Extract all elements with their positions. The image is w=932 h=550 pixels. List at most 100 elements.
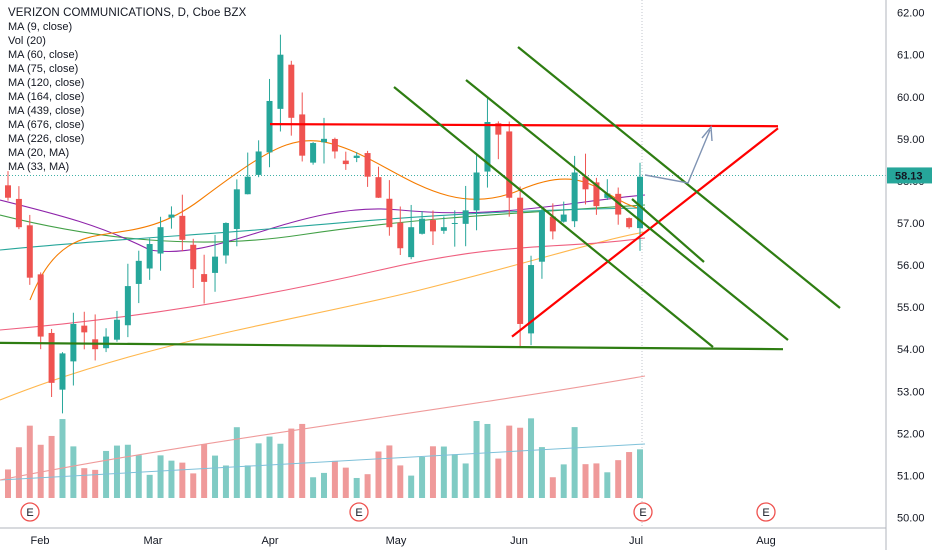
price-tick-label: 62.00 bbox=[897, 8, 925, 20]
price-tick-label: 60.00 bbox=[897, 92, 925, 104]
candle-body bbox=[626, 218, 633, 228]
candle-body bbox=[157, 227, 164, 254]
volume-bar bbox=[582, 464, 589, 498]
volume-bar bbox=[571, 427, 578, 498]
volume-bar bbox=[233, 427, 240, 498]
candle-body bbox=[37, 274, 44, 337]
price-tick-label: 50.00 bbox=[897, 512, 925, 524]
time-tick-label: Aug bbox=[756, 535, 776, 547]
legend-item[interactable]: Vol (20) bbox=[8, 35, 46, 47]
earnings-marker[interactable]: E bbox=[633, 502, 653, 522]
time-tick-label: Feb bbox=[31, 535, 50, 547]
candle-body bbox=[26, 225, 33, 278]
volume-bar bbox=[113, 445, 120, 498]
price-axis[interactable]: 50.00 51.00 52.00 53.00 54.00 55.00 56.00 57.00… bbox=[885, 0, 932, 550]
volume-bar bbox=[321, 472, 327, 498]
time-tick-label: Jun bbox=[510, 535, 528, 547]
candle-body bbox=[321, 138, 327, 143]
time-tick-label: Jul bbox=[629, 535, 643, 547]
candle-body bbox=[299, 114, 306, 156]
resistance-line bbox=[269, 123, 779, 128]
legend-item[interactable]: MA (9, close) bbox=[8, 21, 73, 33]
legend-item[interactable]: MA (120, close) bbox=[8, 77, 85, 89]
candle-body bbox=[15, 198, 22, 228]
volume-bar bbox=[408, 475, 415, 498]
channel-line-1 bbox=[393, 86, 714, 348]
legend-item[interactable]: MA (60, close) bbox=[8, 49, 79, 61]
volume-bar bbox=[560, 464, 567, 498]
legend-item[interactable]: MA (20, MA) bbox=[8, 147, 70, 159]
earnings-marker-label: E bbox=[26, 507, 33, 519]
earnings-marker[interactable]: E bbox=[349, 502, 369, 522]
volume-bar bbox=[81, 468, 88, 498]
volume-bar bbox=[626, 452, 633, 498]
volume-bar bbox=[222, 465, 229, 498]
price-tick-label: 52.00 bbox=[897, 428, 925, 440]
candle-body bbox=[560, 214, 567, 222]
candle-body bbox=[386, 198, 393, 228]
candle-body bbox=[168, 214, 175, 218]
earnings-marker-circle bbox=[349, 502, 369, 522]
candle-body bbox=[5, 185, 11, 198]
candle-body bbox=[310, 143, 317, 163]
earnings-marker[interactable]: E bbox=[756, 502, 776, 522]
candle-body bbox=[124, 286, 131, 326]
price-tick-label: 51.00 bbox=[897, 470, 925, 482]
time-tick-label: Apr bbox=[261, 535, 278, 547]
volume-bar bbox=[517, 427, 524, 498]
volume-bar bbox=[157, 455, 164, 498]
earnings-marker-circle bbox=[756, 502, 776, 522]
rising-support-line bbox=[511, 127, 779, 338]
legend-item[interactable]: MA (164, close) bbox=[8, 91, 85, 103]
time-tick-label: May bbox=[386, 535, 407, 547]
candle-body bbox=[506, 131, 513, 198]
volume-bar bbox=[637, 449, 643, 498]
candle-body bbox=[495, 123, 502, 135]
volume-bar bbox=[538, 447, 545, 498]
candle-body bbox=[212, 256, 219, 273]
volume-bar bbox=[331, 460, 338, 498]
legend-item[interactable]: MA (676, close) bbox=[8, 119, 85, 131]
candle-body bbox=[233, 189, 240, 229]
legend-title[interactable]: VERIZON COMMUNICATIONS, D, Cboe BZX bbox=[8, 7, 247, 19]
candle-body bbox=[549, 216, 556, 232]
earnings-marker-label: E bbox=[355, 507, 362, 519]
volume-bar bbox=[15, 447, 22, 498]
price-tick-label: 53.00 bbox=[897, 386, 925, 398]
volume-bar bbox=[604, 472, 611, 498]
legend-item[interactable]: MA (226, close) bbox=[8, 133, 85, 145]
earnings-marker-label: E bbox=[639, 507, 646, 519]
price-tick-label: 55.00 bbox=[897, 302, 925, 314]
channel-line-3 bbox=[517, 46, 841, 309]
last-price-badge[interactable] bbox=[887, 167, 932, 184]
candle-body bbox=[538, 210, 545, 262]
volume-bar bbox=[92, 469, 99, 498]
earnings-marker-label: E bbox=[762, 507, 769, 519]
volume-bar bbox=[342, 467, 349, 498]
volume-bar bbox=[135, 455, 142, 498]
candle-body bbox=[364, 153, 371, 177]
candle-body bbox=[375, 177, 382, 198]
legend-item[interactable]: MA (75, close) bbox=[8, 63, 79, 75]
trendlines[interactable] bbox=[0, 46, 841, 351]
legend-item[interactable]: MA (33, MA) bbox=[8, 161, 70, 173]
candle-body bbox=[462, 210, 469, 224]
volume-bar bbox=[451, 454, 458, 498]
legend-item[interactable]: MA (439, close) bbox=[8, 105, 85, 117]
candle-body bbox=[342, 160, 349, 165]
candle-body bbox=[397, 222, 404, 249]
candle-body bbox=[582, 176, 589, 190]
time-axis[interactable]: Feb Mar Apr May Jun Jul Aug bbox=[0, 527, 886, 547]
volume-bar bbox=[353, 477, 360, 498]
volume-bar bbox=[190, 473, 197, 498]
candle-body bbox=[81, 325, 88, 333]
volume-bar bbox=[37, 444, 44, 498]
price-tick-label: 57.00 bbox=[897, 218, 925, 230]
volume-bar bbox=[299, 423, 306, 498]
ma-line-teal bbox=[0, 207, 646, 251]
last-price-label: 58.13 bbox=[895, 170, 923, 182]
candle-body bbox=[528, 265, 535, 334]
earnings-marker[interactable]: E bbox=[20, 502, 40, 522]
